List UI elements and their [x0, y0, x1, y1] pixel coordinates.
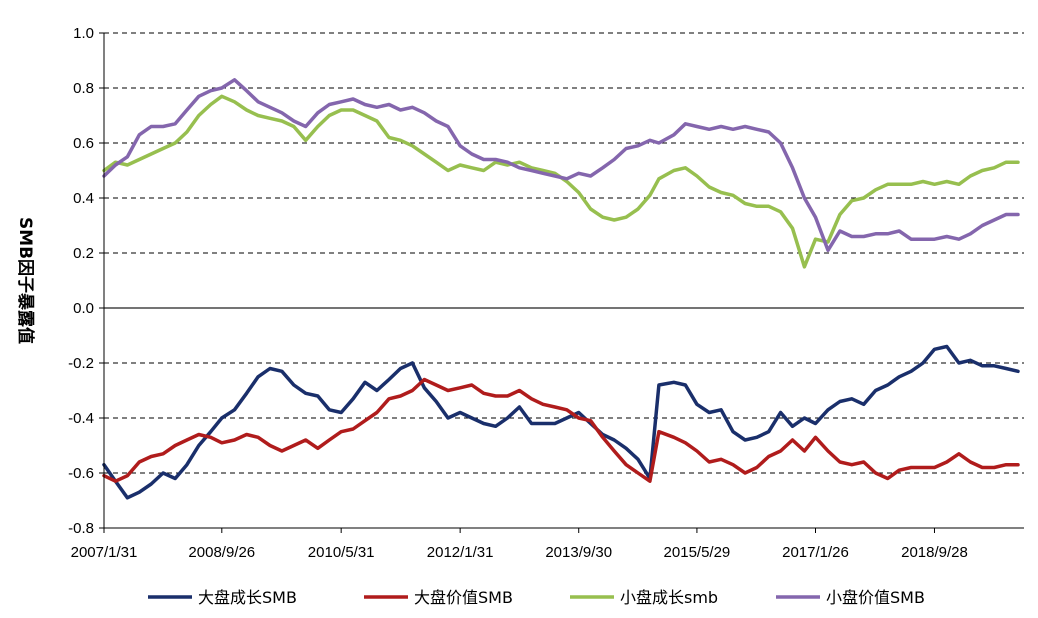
x-tick-label: 2008/9/26 — [188, 544, 255, 561]
series-line-1 — [102, 344, 1020, 500]
legend-label: 小盘成长smb — [620, 588, 718, 607]
legend: 大盘成长SMB 大盘价值SMB 小盘成长smb 小盘价值SMB — [148, 588, 925, 607]
x-tick-label: 2018/9/28 — [901, 544, 968, 561]
x-tick-label: 2015/5/29 — [664, 544, 731, 561]
y-axis-label: SMB因子暴露值 — [15, 217, 36, 344]
legend-label: 小盘价值SMB — [826, 588, 925, 607]
y-tick-label: -0.6 — [68, 465, 94, 482]
y-tick-label: -0.2 — [68, 355, 94, 372]
x-axis-tick-labels: 2007/1/31 2008/9/26 2010/5/31 2012/1/31 2013… — [71, 544, 968, 561]
y-tick-label: 0.4 — [73, 190, 94, 207]
y-tick-label: -0.4 — [68, 410, 94, 427]
y-tick-label: 0.6 — [73, 135, 94, 152]
axes — [99, 32, 1024, 533]
x-tick-label: 2007/1/31 — [71, 544, 138, 561]
legend-label: 大盘价值SMB — [414, 588, 513, 607]
y-tick-label: 0.0 — [73, 300, 94, 317]
series-line-2 — [102, 377, 1020, 483]
x-tick-label: 2010/5/31 — [308, 544, 375, 561]
x-tick-label: 2017/1/26 — [782, 544, 849, 561]
series-lines — [102, 78, 1020, 500]
series-line-4 — [102, 78, 1020, 253]
y-tick-label: 0.8 — [73, 80, 94, 97]
legend-label: 大盘成长SMB — [198, 588, 297, 607]
y-tick-label: 0.2 — [73, 245, 94, 262]
series-line-3 — [102, 94, 1020, 269]
y-tick-label: 1.0 — [73, 25, 94, 42]
y-tick-label: -0.8 — [68, 520, 94, 537]
y-axis-tick-labels: 1.0 0.8 0.6 0.4 0.2 0.0 -0.2 -0.4 -0.6 -0.8 — [68, 25, 94, 537]
x-tick-label: 2013/9/30 — [545, 544, 612, 561]
x-tick-label: 2012/1/31 — [427, 544, 494, 561]
